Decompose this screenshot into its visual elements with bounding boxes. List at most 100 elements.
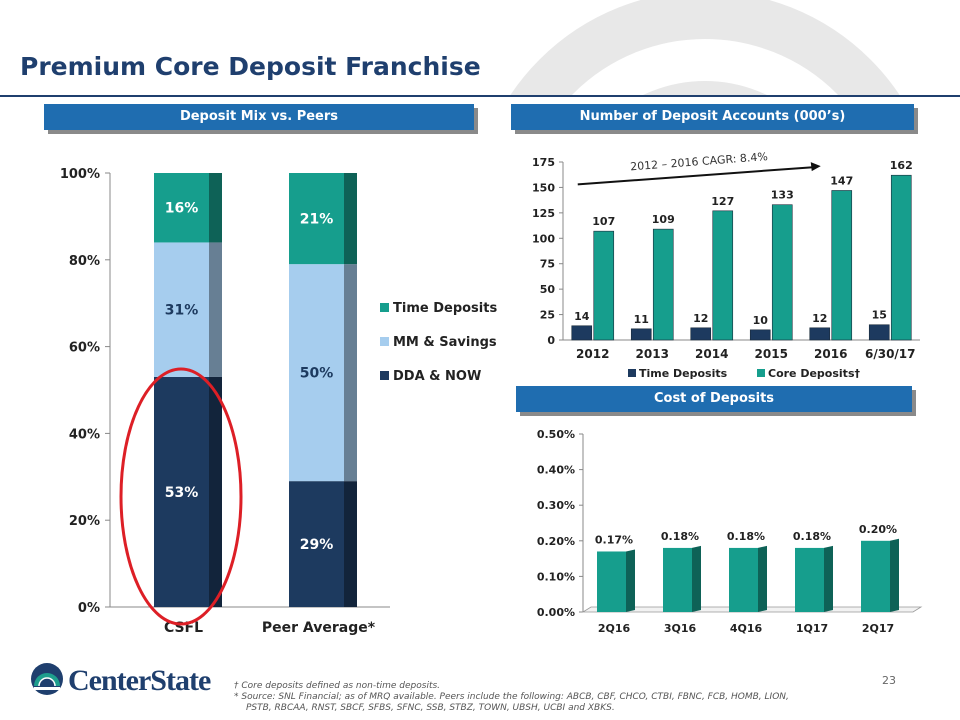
x-tick-label: 2Q17 <box>862 622 894 635</box>
y-tick-label: 125 <box>532 207 555 220</box>
bar <box>771 204 793 341</box>
bar-data-label: 50% <box>300 366 334 382</box>
bar-data-label: 29% <box>300 537 334 553</box>
bar <box>861 540 890 612</box>
bar-side <box>890 538 899 612</box>
title-divider <box>0 95 960 97</box>
footnote-source: * Source: SNL Financial; as of MRQ avail… <box>234 692 789 702</box>
deposit-mix-banner: Deposit Mix vs. Peers <box>44 104 474 130</box>
bar-side <box>692 545 701 612</box>
legend-swatch <box>628 369 636 377</box>
y-tick-label: 40% <box>69 427 100 442</box>
y-tick-label: 175 <box>532 156 555 169</box>
bar-data-label: 16% <box>165 201 199 217</box>
bar-data-label: 127 <box>711 195 734 208</box>
y-tick-label: 150 <box>532 181 555 194</box>
bar-segment-side <box>344 264 357 482</box>
y-tick-label: 0.30% <box>537 499 575 512</box>
y-tick-label: 0.40% <box>537 464 575 477</box>
bar-data-label: 162 <box>890 159 913 172</box>
cost-of-deposits-banner: Cost of Deposits <box>516 386 912 412</box>
bar <box>795 547 824 612</box>
x-tick-label: 2016 <box>814 347 847 361</box>
logo-text: CenterState <box>68 664 211 697</box>
bar-segment <box>289 264 344 482</box>
bar-segment <box>154 376 209 607</box>
legend-label: Core Deposits† <box>768 367 860 380</box>
bar <box>663 547 692 612</box>
centerstate-logo: CenterState <box>30 662 220 700</box>
bar-data-label: 31% <box>165 303 199 319</box>
deposit-accounts-banner: Number of Deposit Accounts (000’s) <box>511 104 914 130</box>
y-tick-label: 50 <box>540 283 556 296</box>
legend-label: DDA & NOW <box>393 369 481 384</box>
y-tick-label: 0.00% <box>537 606 575 619</box>
x-tick-label: 3Q16 <box>664 622 697 635</box>
bar-side <box>626 549 635 612</box>
y-tick-label: 0.20% <box>537 535 575 548</box>
y-tick-label: 100 <box>532 232 555 245</box>
bar-side <box>758 545 767 612</box>
legend-label: Time Deposits <box>393 301 497 316</box>
page-number: 23 <box>882 674 896 687</box>
bar-segment-side <box>209 173 222 243</box>
bar-data-label: 0.18% <box>793 530 831 543</box>
bar-data-label: 11 <box>634 313 649 326</box>
bar-data-label: 10 <box>753 314 769 327</box>
footnotes: † Core deposits defined as non-time depo… <box>234 681 884 714</box>
bar-data-label: 107 <box>592 215 615 228</box>
x-tick-label: 2014 <box>695 347 728 361</box>
bar <box>712 210 734 341</box>
bar-data-label: 133 <box>771 189 794 202</box>
bar-side <box>824 545 833 612</box>
legend-swatch <box>380 303 389 312</box>
bar-segment-side <box>209 376 222 607</box>
bar-data-label: 0.18% <box>661 530 699 543</box>
x-tick-label: Peer Average* <box>262 620 376 636</box>
bar <box>690 327 712 341</box>
decorative-arcs <box>510 0 900 95</box>
y-tick-label: 0.10% <box>537 570 575 583</box>
cagr-annotation: 2012 – 2016 CAGR: 8.4% <box>630 150 769 173</box>
bar-data-label: 12 <box>693 312 708 325</box>
page-title: Premium Core Deposit Franchise <box>20 52 481 81</box>
bar-segment <box>154 173 209 243</box>
bar <box>729 547 758 612</box>
bar-segment <box>289 481 344 607</box>
x-tick-label: 2015 <box>755 347 788 361</box>
y-tick-label: 0.50% <box>537 428 575 441</box>
bar-data-label: 0.17% <box>595 533 633 546</box>
logo-emblem-icon <box>31 663 63 695</box>
bar-segment <box>289 173 344 265</box>
y-tick-label: 0% <box>78 601 100 616</box>
footnote-peers-continued: PSTB, RBCAA, RNST, SBCF, SFBS, SFNC, SSB… <box>246 703 615 713</box>
y-tick-label: 20% <box>69 514 100 529</box>
bar-segment-side <box>344 481 357 607</box>
x-tick-label: 2012 <box>576 347 609 361</box>
x-tick-label: 2013 <box>636 347 669 361</box>
legend-swatch <box>757 369 765 377</box>
bar <box>630 328 652 341</box>
y-tick-label: 60% <box>69 341 100 356</box>
bar-data-label: 53% <box>165 485 199 501</box>
x-tick-label: 4Q16 <box>730 622 763 635</box>
bar <box>831 190 853 341</box>
bar-data-label: 0.18% <box>727 530 765 543</box>
footnote-core-deposits: † Core deposits defined as non-time depo… <box>234 681 441 691</box>
y-tick-label: 75 <box>540 258 555 271</box>
bar <box>597 551 626 612</box>
bar-data-label: 109 <box>652 213 675 226</box>
y-tick-label: 80% <box>69 254 100 269</box>
bar <box>809 327 831 341</box>
y-tick-label: 0 <box>547 334 555 347</box>
bar-data-label: 0.20% <box>859 523 897 536</box>
legend-swatch <box>380 337 389 346</box>
bar-data-label: 15 <box>872 309 887 322</box>
bar <box>593 230 615 341</box>
bar <box>749 329 771 341</box>
deposit-accounts-chart: 0 25 50 75 100 125 150 175 14 107 2012 11 109 2013 12 1… <box>532 150 920 380</box>
bar-segment-side <box>209 242 222 377</box>
bar-data-label: 21% <box>300 212 334 228</box>
bar <box>890 174 912 341</box>
bar <box>571 325 593 341</box>
